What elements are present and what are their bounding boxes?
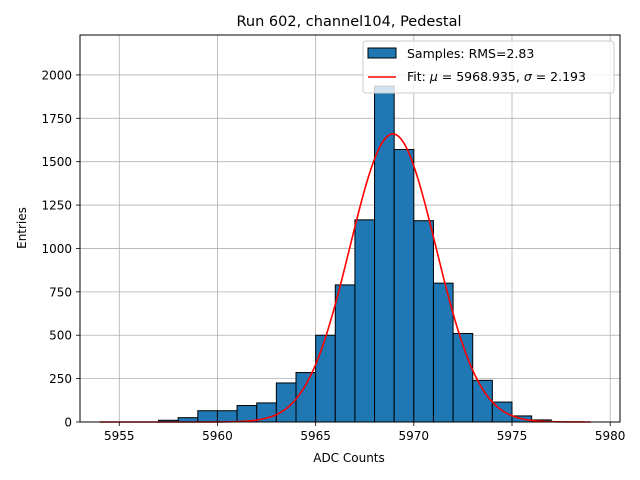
legend-patch-samples <box>367 47 397 59</box>
legend-fit-prefix: Fit: <box>407 69 430 84</box>
legend-fit-sigma-symbol: σ <box>524 69 533 84</box>
x-tick-label: 5955 <box>104 429 135 443</box>
legend: Samples: RMS=2.83 Fit: μ = 5968.935, σ =… <box>362 40 615 94</box>
x-tick-label: 5975 <box>497 429 528 443</box>
y-tick-label: 1250 <box>41 199 72 213</box>
histogram-bar <box>334 284 356 423</box>
legend-label-samples: Samples: RMS=2.83 <box>407 46 534 61</box>
x-axis-label: ADC Counts <box>313 451 385 465</box>
y-tick-label: 1000 <box>41 242 72 256</box>
y-axis-ticks: 0 250 500 750 1000 1250 1500 1750 2000 <box>41 68 80 430</box>
y-tick-label: 1500 <box>41 155 72 169</box>
y-tick-label: 2000 <box>41 68 72 82</box>
chart-title: Run 602, channel104, Pedestal <box>236 14 461 30</box>
legend-fit-mu-value: = 5968.935, <box>438 69 524 84</box>
histogram-bar <box>393 149 415 423</box>
histogram-bar <box>374 85 395 423</box>
y-tick-label: 750 <box>49 285 72 299</box>
y-tick-label: 500 <box>49 329 72 343</box>
histogram-bar <box>354 219 376 423</box>
y-tick-label: 250 <box>49 372 72 386</box>
y-tick-label: 1750 <box>41 112 72 126</box>
histogram-bar <box>236 405 258 423</box>
y-tick-label: 0 <box>64 416 72 430</box>
x-axis-ticks: 5955 5960 5965 5970 5975 5980 <box>104 422 625 443</box>
legend-box <box>362 40 615 94</box>
y-axis-label: Entries <box>15 207 29 249</box>
histogram-bar <box>216 410 238 423</box>
histogram-bar <box>315 334 336 423</box>
x-tick-label: 5970 <box>399 429 430 443</box>
legend-fit-sigma-value: = 2.193 <box>532 69 586 84</box>
histogram-bar <box>413 220 434 423</box>
legend-label-fit: Fit: μ = 5968.935, σ = 2.193 <box>407 69 586 84</box>
x-tick-label: 5980 <box>595 429 626 443</box>
histogram-bar <box>295 372 317 423</box>
x-tick-label: 5960 <box>202 429 233 443</box>
histogram-bar <box>472 379 493 423</box>
histogram-bar <box>197 410 218 423</box>
plot-frame <box>79 34 621 423</box>
legend-fit-mu-symbol: μ <box>429 69 438 84</box>
axes-frame <box>79 34 621 423</box>
x-tick-label: 5965 <box>300 429 331 443</box>
